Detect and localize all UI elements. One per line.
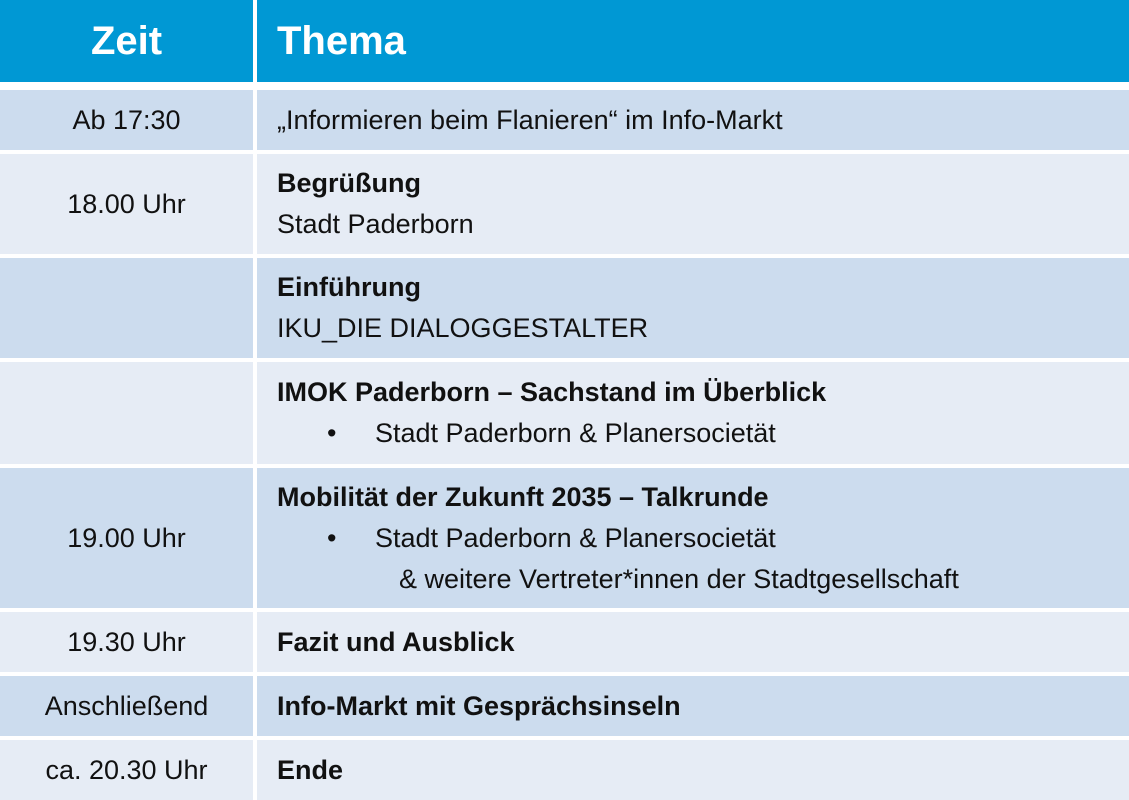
row-topic: Begrüßung Stadt Paderborn — [257, 154, 1129, 254]
column-divider — [253, 90, 257, 150]
bullet-continuation: & weitere Vertreter*innen der Stadtgesel… — [399, 563, 959, 594]
bullet-icon: • — [327, 418, 337, 448]
row-divider — [0, 672, 1129, 676]
row-topic: Ende — [257, 740, 1129, 800]
row-time — [0, 362, 253, 464]
row-divider — [0, 254, 1129, 258]
bullet-text: Stadt Paderborn & Planersocietät — [375, 522, 776, 553]
column-divider — [253, 362, 257, 464]
column-divider — [253, 612, 257, 672]
row-divider — [0, 608, 1129, 612]
header-topic: Thema — [277, 18, 406, 63]
row-text: „Informieren beim Flanieren“ im Info-Mar… — [277, 104, 783, 135]
row-title: Info-Markt mit Gesprächsinseln — [277, 690, 681, 721]
bullet-item: • Stadt Paderborn & Planersocietät — [277, 518, 1129, 559]
column-divider — [253, 740, 257, 800]
row-divider — [0, 82, 1129, 90]
row-title: Einführung — [277, 272, 421, 302]
bullet-icon: • — [327, 522, 337, 553]
table-row: Einführung IKU_DIE DIALOGGESTALTER — [0, 258, 1129, 358]
column-divider — [253, 154, 257, 254]
header-time: Zeit — [90, 18, 163, 63]
row-title: Mobilität der Zukunft 2035 – Talkrunde — [277, 481, 769, 512]
row-time: ca. 20.30 Uhr — [45, 754, 208, 785]
row-title: IMOK Paderborn – Sachstand im Überblick — [277, 377, 827, 407]
column-divider — [253, 468, 257, 608]
row-topic: Mobilität der Zukunft 2035 – Talkrunde •… — [257, 468, 1129, 608]
table-row: 18.00 Uhr Begrüßung Stadt Paderborn — [0, 154, 1129, 254]
row-time: 19.30 Uhr — [67, 626, 186, 657]
bullet-text: Stadt Paderborn & Planersocietät — [375, 418, 776, 448]
table-row: Ab 17:30 „Informieren beim Flanieren“ im… — [0, 90, 1129, 150]
row-time: 19.00 Uhr — [67, 522, 186, 553]
row-time — [0, 258, 253, 358]
column-divider — [253, 0, 257, 82]
row-divider — [0, 464, 1129, 468]
bullet-item: • Stadt Paderborn & Planersocietät — [277, 413, 1129, 454]
row-title: Fazit und Ausblick — [277, 626, 515, 657]
column-divider — [253, 258, 257, 358]
table-row: Anschließend Info-Markt mit Gesprächsins… — [0, 676, 1129, 736]
row-topic: „Informieren beim Flanieren“ im Info-Mar… — [257, 90, 1129, 150]
row-topic: Info-Markt mit Gesprächsinseln — [257, 676, 1129, 736]
row-subtitle: Stadt Paderborn — [277, 209, 474, 239]
row-time: Anschließend — [44, 690, 209, 721]
row-topic: IMOK Paderborn – Sachstand im Überblick … — [257, 362, 1129, 464]
table-header: Zeit Thema — [0, 0, 1129, 82]
table-row: 19.00 Uhr Mobilität der Zukunft 2035 – T… — [0, 468, 1129, 608]
row-divider — [0, 736, 1129, 740]
table-row: 19.30 Uhr Fazit und Ausblick — [0, 612, 1129, 672]
row-topic: Fazit und Ausblick — [257, 612, 1129, 672]
row-topic: Einführung IKU_DIE DIALOGGESTALTER — [257, 258, 1129, 358]
row-divider — [0, 150, 1129, 154]
row-time: Ab 17:30 — [72, 104, 181, 135]
table-row: IMOK Paderborn – Sachstand im Überblick … — [0, 362, 1129, 464]
row-title: Begrüßung — [277, 168, 421, 198]
table-row: ca. 20.30 Uhr Ende — [0, 740, 1129, 800]
row-time: 18.00 Uhr — [67, 188, 186, 219]
row-subtitle: IKU_DIE DIALOGGESTALTER — [277, 313, 649, 343]
row-title: Ende — [277, 754, 344, 785]
column-divider — [253, 676, 257, 736]
row-divider — [0, 358, 1129, 362]
